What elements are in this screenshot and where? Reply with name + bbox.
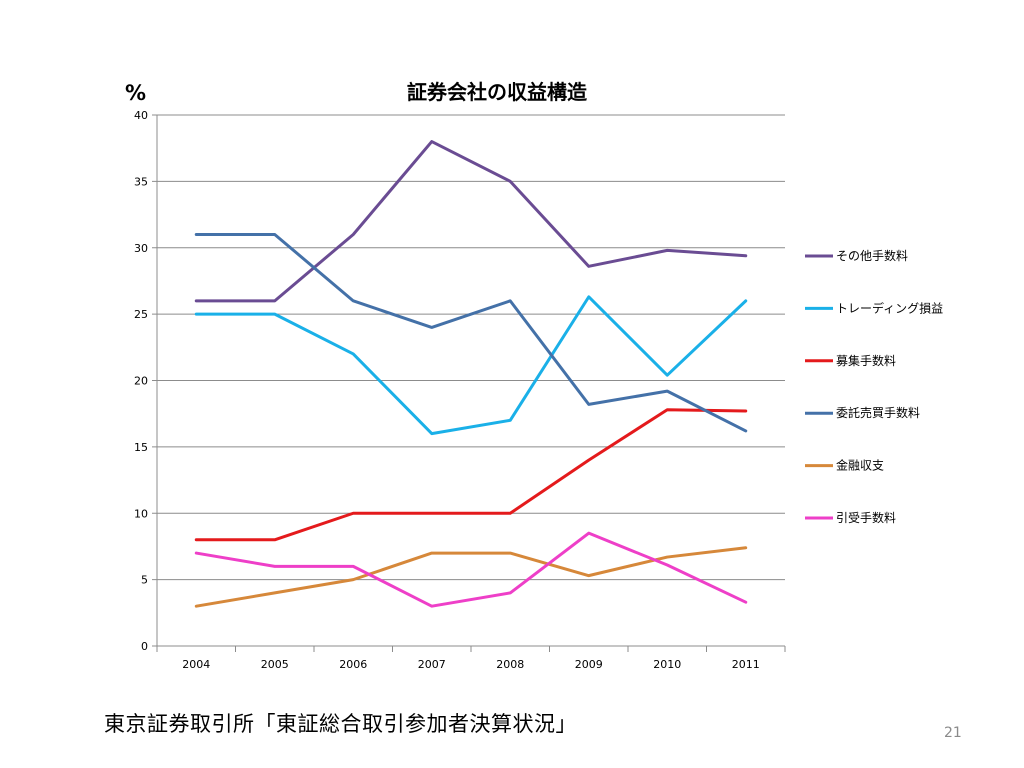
y-tick-label: 25 (134, 308, 148, 321)
series-line-3 (194, 408, 748, 542)
legend-label: 委託売買手数料 (836, 405, 920, 420)
axes (152, 114, 786, 652)
series-line-6 (194, 531, 748, 608)
x-tick-label: 2006 (339, 658, 367, 671)
source-note: 東京証券取引所「東証総合取引参加者決算状況」 (104, 712, 577, 736)
y-tick-label: 30 (134, 242, 148, 255)
x-tick-label: 2008 (496, 658, 524, 671)
chart-title: 証券会社の収益構造 (407, 80, 588, 104)
x-tick-label: 2004 (182, 658, 210, 671)
y-tick-label: 20 (134, 375, 148, 388)
y-tick-label: 10 (134, 507, 148, 520)
x-tick-label: 2005 (261, 658, 289, 671)
series-line-1 (194, 140, 748, 303)
series-lines (194, 140, 748, 608)
y-tick-labels: 0 5 10 15 20 25 30 35 40 (134, 109, 148, 653)
legend-label: 引受手数料 (836, 510, 896, 525)
legend-label: トレーディング損益 (836, 300, 943, 315)
legend-label: その他手数料 (836, 248, 908, 263)
legend-label: 募集手数料 (836, 353, 896, 368)
y-tick-label: 35 (134, 175, 148, 188)
x-tick-label: 2010 (653, 658, 681, 671)
gridlines (157, 114, 785, 581)
y-tick-label: 0 (141, 640, 148, 653)
y-tick-label: 15 (134, 441, 148, 454)
series-line-5 (194, 546, 748, 608)
series-line-4 (194, 232, 748, 433)
x-tick-label: 2009 (575, 658, 603, 671)
x-tick-labels: 2004 2005 2006 2007 2008 2009 2010 2011 (182, 658, 760, 671)
y-tick-label: 40 (134, 109, 148, 122)
x-tick-label: 2011 (732, 658, 760, 671)
y-tick-label: 5 (141, 574, 148, 587)
series-line-2 (194, 295, 748, 436)
page-number: 21 (944, 725, 962, 741)
y-axis-unit-label: % (125, 81, 146, 105)
x-tick-label: 2007 (418, 658, 446, 671)
legend-label: 金融収支 (836, 458, 884, 473)
